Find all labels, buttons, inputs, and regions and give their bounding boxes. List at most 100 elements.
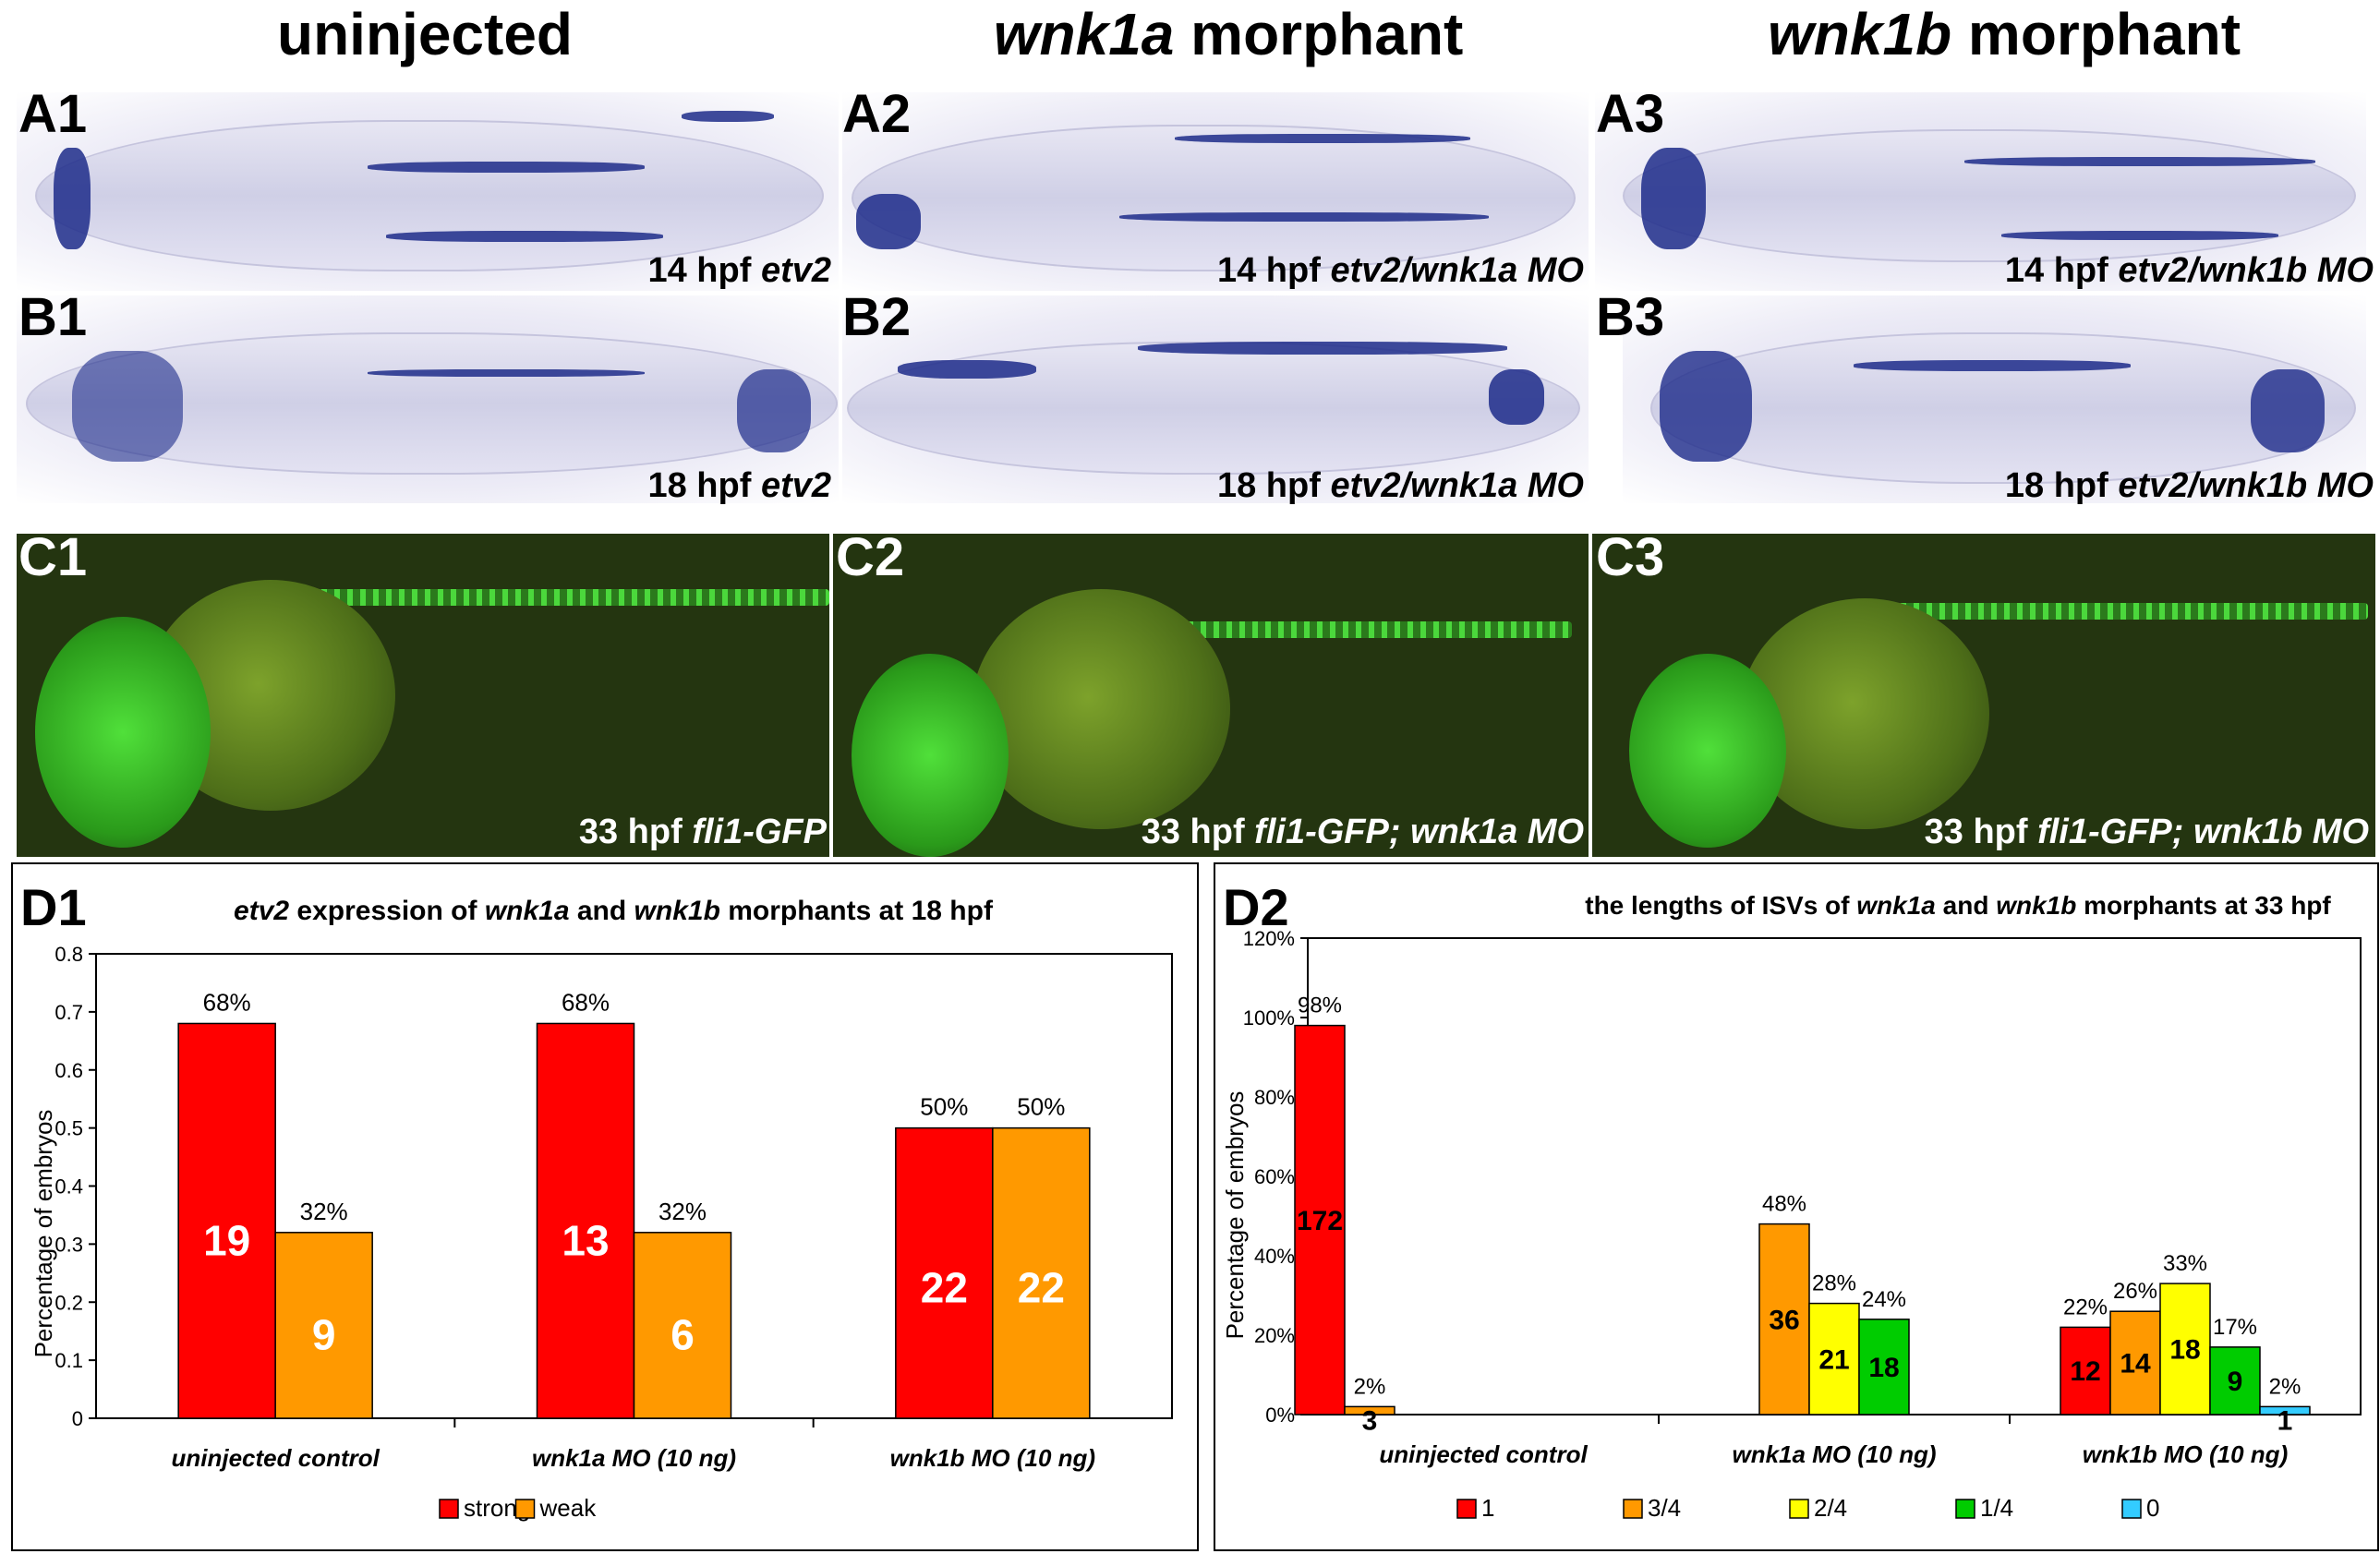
bar-pct-label: 48%: [1762, 1192, 1806, 1217]
bar-count-label: 21: [1818, 1344, 1849, 1375]
bar-strong-1: [536, 1022, 635, 1419]
bar-3-of-4-1: [1758, 1223, 1810, 1415]
bar-pct-label: 98%: [1298, 994, 1342, 1018]
vessel-trunk: [1888, 603, 2368, 620]
bar-count-label: 22: [1018, 1264, 1065, 1312]
stain-mark: [898, 360, 1036, 379]
bar-pct-label: 68%: [203, 988, 251, 1016]
legend-swatch: [1456, 1499, 1477, 1519]
embryo-shape: [35, 120, 824, 271]
stain-mark: [1138, 342, 1507, 355]
legend-swatch: [2121, 1499, 2142, 1519]
stain-mark: [682, 111, 774, 122]
category-label: wnk1a MO (10 ng): [532, 1444, 736, 1472]
legend-label: 0: [2146, 1494, 2159, 1522]
y-tick-label: 120%: [1243, 927, 1295, 950]
panel-c2-image: [833, 534, 1589, 857]
y-tick-label: 0.1: [54, 1349, 83, 1372]
y-tick-label: 80%: [1254, 1086, 1295, 1109]
bar-count-label: 36: [1769, 1305, 1799, 1335]
bar-1-of-4-1: [1858, 1319, 1910, 1415]
stain-mark: [1660, 351, 1752, 462]
bar-pct-label: 68%: [562, 988, 610, 1016]
bar-pct-label: 50%: [1017, 1093, 1065, 1121]
panel-label-a2: A2: [842, 84, 912, 144]
category-label: wnk1a MO (10 ng): [1732, 1440, 1936, 1468]
y-tick-label: 0%: [1265, 1403, 1295, 1427]
caption-a3: 14 hpf etv2/wnk1b MO: [2004, 251, 2374, 290]
yolk-shape: [972, 589, 1230, 829]
bar-3-of-4-0: [1344, 1405, 1395, 1415]
bar-1-0: [1294, 1024, 1346, 1415]
stain-mark: [1119, 212, 1489, 222]
stain-mark: [856, 194, 921, 249]
legend-label: 1: [1481, 1494, 1494, 1522]
bar-count-label: 18: [2169, 1335, 2200, 1366]
bar-count-label: 12: [2070, 1356, 2100, 1387]
panel-c1-image: [17, 534, 829, 857]
chart-d1-frame: D1 etv2 expression of wnk1a and wnk1b mo…: [11, 862, 1199, 1551]
stain-mark: [2251, 369, 2325, 452]
y-tick-label: 0.4: [54, 1175, 83, 1199]
panel-a1-image: [17, 92, 839, 291]
y-tick-label: 60%: [1254, 1165, 1295, 1188]
panel-a3-image: [1595, 92, 2366, 291]
legend-label: 1/4: [1980, 1494, 2013, 1522]
y-tick-label: 0: [72, 1407, 83, 1430]
caption-c1: 33 hpf fli1-GFP: [578, 813, 827, 851]
legend-swatch: [1789, 1499, 1809, 1519]
embryo-shape: [852, 125, 1576, 271]
head-shape: [852, 654, 1009, 857]
bar-count-label: 19: [203, 1217, 250, 1265]
caption-c3: 33 hpf fli1-GFP; wnk1b MO: [1924, 813, 2369, 851]
caption-a1: 14 hpf etv2: [647, 251, 831, 290]
panel-b3-image: [1623, 295, 2366, 503]
bar-count-label: 3: [1362, 1406, 1378, 1437]
y-tick-label: 40%: [1254, 1245, 1295, 1268]
bar-count-label: 22: [921, 1264, 968, 1312]
vessel-trunk: [257, 589, 829, 606]
stain-mark: [368, 369, 645, 377]
caption-b1: 18 hpf etv2: [647, 466, 831, 505]
bar-pct-label: 32%: [300, 1198, 348, 1225]
bar-count-label: 14: [2120, 1349, 2151, 1379]
chart-d1-ylabel: Percentage of embryos: [30, 1110, 57, 1358]
y-tick-label: 0.7: [54, 1001, 83, 1024]
legend-swatch: [1623, 1499, 1643, 1519]
head-shape: [1629, 654, 1786, 848]
bar-count-label: 18: [1868, 1353, 1899, 1383]
vessel-trunk: [1110, 621, 1572, 638]
panel-label-d2: D2: [1223, 878, 1289, 936]
stain-mark: [737, 369, 811, 452]
column-title-wnk1a: wnk1a morphant: [993, 1, 1464, 67]
y-tick-label: 20%: [1254, 1324, 1295, 1347]
bar-count-label: 9: [312, 1311, 336, 1359]
panel-label-c3: C3: [1596, 527, 1665, 587]
legend-label: weak: [539, 1494, 598, 1522]
legend-swatch: [514, 1499, 536, 1519]
chart-d1-title: etv2 expression of wnk1a and wnk1b morph…: [234, 896, 994, 926]
bar-count-label: 6: [671, 1311, 695, 1359]
stain-mark: [1964, 157, 2315, 166]
bar-pct-label: 50%: [920, 1093, 968, 1121]
stain-mark: [386, 231, 663, 242]
bar-pct-label: 22%: [2063, 1295, 2108, 1319]
bar-strong-0: [177, 1022, 276, 1419]
bar-weak-2: [992, 1126, 1091, 1419]
panel-label-d1: D1: [20, 878, 87, 936]
chart-d2-ylabel: Percentage of embryos: [1221, 1091, 1249, 1340]
bar-strong-2: [895, 1126, 994, 1419]
y-tick-label: 0.3: [54, 1233, 83, 1256]
panel-label-a3: A3: [1596, 84, 1665, 144]
bar-pct-label: 26%: [2113, 1279, 2157, 1304]
yolk-shape: [1740, 598, 1989, 829]
legend-swatch: [439, 1499, 459, 1519]
panel-label-c2: C2: [836, 527, 905, 587]
bar-weak-1: [633, 1232, 732, 1419]
panel-b1-image: [17, 295, 839, 503]
stain-mark: [1854, 360, 2131, 371]
embryo-shape: [1650, 332, 2356, 484]
stain-mark: [1641, 148, 1706, 249]
bar-0-2: [2259, 1405, 2311, 1415]
category-label: wnk1b MO (10 ng): [890, 1444, 1095, 1472]
